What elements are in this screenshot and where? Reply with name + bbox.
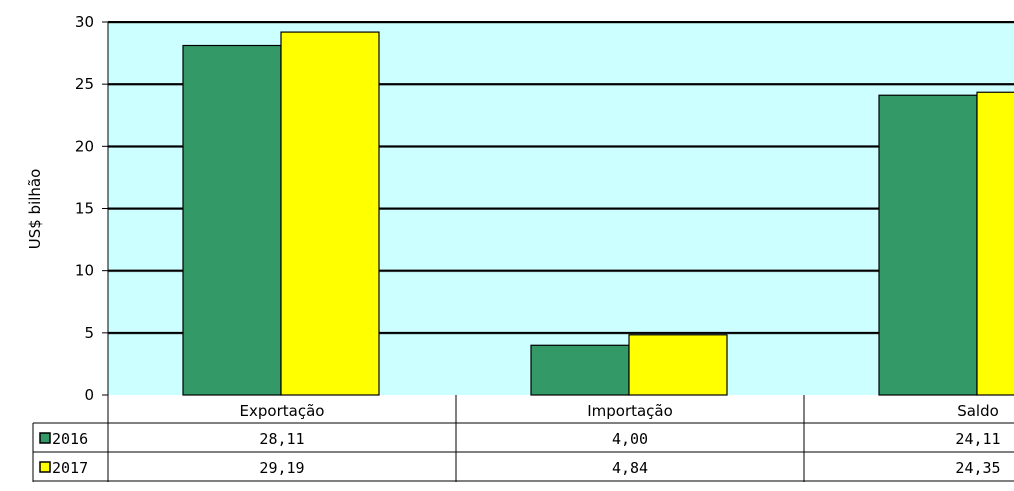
bar-2016-3	[878, 94, 978, 396]
bar-2017-3	[976, 91, 1014, 396]
legend-swatch-2017	[39, 461, 51, 473]
data-label: 24,35	[955, 459, 1000, 477]
y-axis-label: US$ bilhão	[26, 169, 44, 250]
y-tick-label: 25	[75, 75, 94, 93]
bar-2017-1	[280, 31, 380, 396]
category-label: Importação	[587, 402, 673, 420]
y-tick-label: 20	[75, 137, 94, 155]
y-tick-label: 0	[84, 386, 94, 404]
bar-2016-2	[530, 344, 630, 396]
data-label: 28,11	[259, 430, 304, 448]
category-label: Saldo	[957, 402, 999, 420]
legend-swatch-2016	[39, 432, 51, 444]
category-label: Exportação	[240, 402, 325, 420]
data-label: 24,11	[955, 430, 1000, 448]
y-axis-ticks: 0 5 10 15 20 25 30	[75, 13, 108, 404]
y-tick-label: 15	[75, 200, 94, 218]
y-tick-label: 30	[75, 13, 94, 31]
data-table: Exportação Importação Saldo 2016 28,11 4,00 24…	[32, 395, 1014, 482]
data-label: 4,84	[612, 459, 648, 477]
legend-label-2017: 2017	[52, 459, 88, 477]
y-tick-label: 5	[84, 324, 94, 342]
data-label: 29,19	[259, 459, 304, 477]
bar-2016-1	[182, 44, 282, 396]
bars	[182, 31, 1014, 396]
bar-2017-2	[628, 334, 728, 396]
y-tick-label: 10	[75, 262, 94, 280]
data-label: 4,00	[612, 430, 648, 448]
legend-label-2016: 2016	[52, 430, 88, 448]
